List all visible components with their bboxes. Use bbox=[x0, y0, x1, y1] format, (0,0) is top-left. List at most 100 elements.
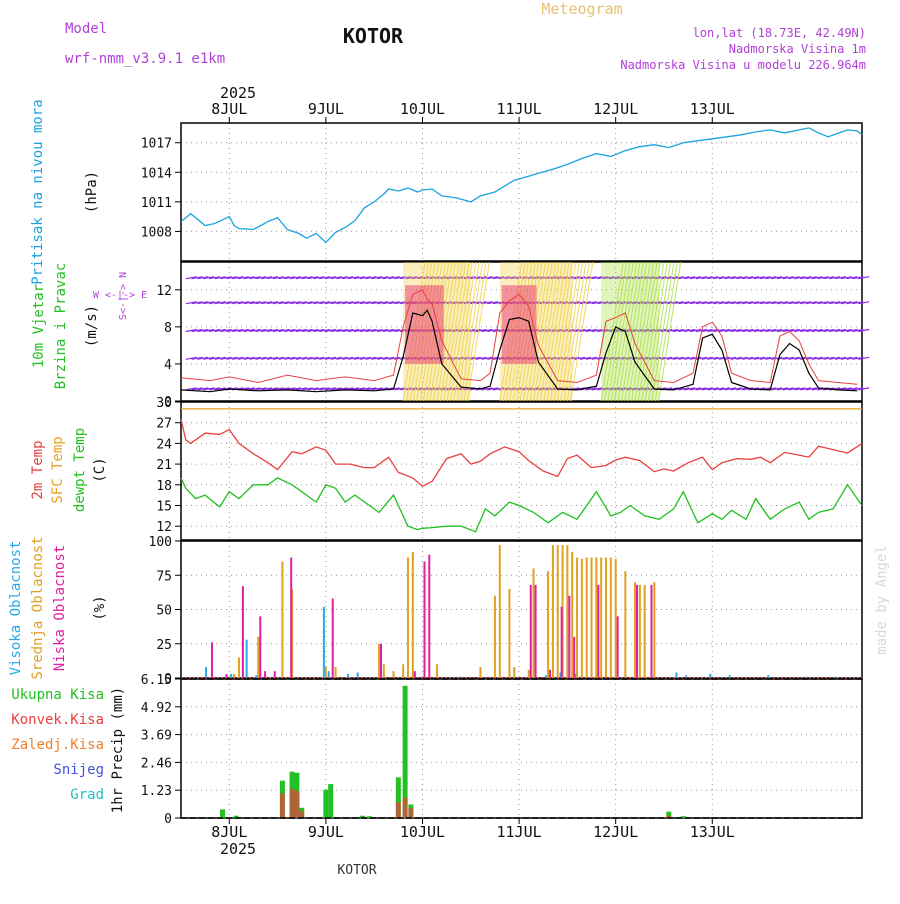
y-tick-label: 4 bbox=[164, 358, 172, 373]
wind-barb bbox=[324, 276, 337, 280]
wind-barb bbox=[249, 301, 261, 305]
wind-barb bbox=[290, 301, 302, 305]
wind-barb bbox=[510, 328, 522, 333]
wind-barb bbox=[487, 328, 499, 333]
wind-barb bbox=[208, 301, 221, 305]
y-tick-label: 27 bbox=[156, 417, 172, 432]
wind-barb bbox=[852, 276, 864, 280]
precip-bar bbox=[666, 811, 672, 818]
wind-barb bbox=[742, 276, 754, 280]
precip-bar bbox=[666, 815, 672, 818]
wind-barb bbox=[475, 276, 487, 280]
wind-streak bbox=[566, 261, 590, 402]
wind-barb bbox=[620, 356, 632, 360]
y-tick-label: 12 bbox=[156, 284, 172, 299]
wind-barb bbox=[823, 356, 835, 360]
y-tick-label: 100 bbox=[149, 535, 172, 550]
wind-barb bbox=[782, 356, 794, 360]
wind-streak bbox=[637, 261, 661, 402]
wind-barb bbox=[376, 276, 389, 280]
wind-streak bbox=[610, 261, 634, 402]
wind-barb bbox=[342, 276, 354, 280]
wind-barb bbox=[359, 301, 371, 305]
wind-barb bbox=[440, 328, 452, 333]
temp2m-line bbox=[180, 419, 863, 487]
wind-streak bbox=[600, 261, 624, 402]
wind-barb bbox=[713, 276, 725, 280]
wind-barb bbox=[417, 301, 429, 305]
wind-barb bbox=[446, 356, 458, 360]
wind-barb bbox=[475, 356, 487, 360]
wind-barb bbox=[574, 328, 586, 333]
wind-barb bbox=[249, 276, 261, 280]
wind-barb bbox=[261, 387, 273, 391]
wind-streak bbox=[549, 261, 573, 402]
wind-barb bbox=[718, 328, 731, 333]
wind-barb bbox=[203, 356, 215, 360]
wind-barb bbox=[272, 328, 284, 333]
wind-barb bbox=[475, 328, 487, 333]
wind-barb bbox=[603, 276, 615, 280]
wind-streak bbox=[439, 261, 463, 402]
pressure-label: Pritisak na nivou mora bbox=[30, 99, 46, 284]
wind-barb bbox=[243, 301, 255, 305]
wind-barb bbox=[301, 301, 313, 305]
model-name: wrf-nmm_v3.9.1 e1km bbox=[65, 51, 225, 67]
wind-barb bbox=[765, 328, 777, 333]
wind-barb bbox=[237, 301, 250, 305]
y-tick-label: 30 bbox=[156, 396, 172, 411]
wind-barb bbox=[504, 301, 516, 305]
wind-barb bbox=[597, 301, 609, 305]
wind-barb bbox=[846, 356, 858, 360]
wind-streak bbox=[516, 261, 540, 402]
wind-barb bbox=[197, 328, 209, 333]
legend-hail: Grad bbox=[70, 787, 104, 803]
wind-barb bbox=[788, 328, 800, 333]
wind-barb bbox=[330, 301, 342, 305]
wind-barb bbox=[278, 276, 290, 280]
wind-streak bbox=[651, 261, 675, 402]
wind-barb bbox=[684, 356, 696, 360]
wind-streak bbox=[426, 261, 450, 402]
wind-barb bbox=[295, 328, 308, 333]
y-tick-label: 1008 bbox=[141, 225, 172, 240]
wind-barb bbox=[266, 328, 279, 333]
wind-barb bbox=[620, 301, 632, 305]
wind-streak bbox=[556, 261, 580, 402]
wind-barb bbox=[759, 356, 771, 360]
wind-barb bbox=[846, 276, 858, 280]
wind-barb bbox=[521, 387, 534, 391]
precip-bar bbox=[402, 797, 408, 818]
wind-barb bbox=[736, 356, 748, 360]
wind-barb bbox=[585, 328, 597, 333]
wind-barb bbox=[753, 276, 765, 280]
wind-barb bbox=[666, 356, 678, 360]
city-title: KOTOR bbox=[343, 24, 404, 48]
wind-barb bbox=[313, 276, 325, 280]
wind-barb bbox=[376, 328, 389, 333]
wind-barb bbox=[353, 387, 366, 391]
wind-barb bbox=[336, 301, 348, 305]
wind-barb bbox=[684, 328, 696, 333]
wind-streak bbox=[443, 261, 467, 402]
wind-barb bbox=[307, 356, 319, 360]
wind-streak bbox=[412, 261, 436, 402]
wind-barb bbox=[742, 301, 754, 305]
wind-barb bbox=[434, 387, 447, 391]
wind-barb bbox=[371, 301, 383, 305]
wind-barb bbox=[811, 328, 823, 333]
wind-barb bbox=[736, 328, 748, 333]
wind-barb bbox=[666, 276, 678, 280]
wind-barb bbox=[307, 328, 319, 333]
watermark: made by Angel bbox=[874, 545, 890, 655]
wind-barb bbox=[689, 356, 702, 360]
wind-barb bbox=[585, 276, 597, 280]
wind-barb bbox=[805, 301, 818, 305]
y-tick-label: 12 bbox=[156, 520, 172, 535]
wind-streak bbox=[419, 261, 443, 402]
wind-streak bbox=[509, 261, 533, 402]
precip-bar bbox=[220, 809, 226, 818]
wind-barb bbox=[463, 356, 476, 360]
wind-barb bbox=[313, 328, 325, 333]
wind-barb bbox=[800, 301, 812, 305]
